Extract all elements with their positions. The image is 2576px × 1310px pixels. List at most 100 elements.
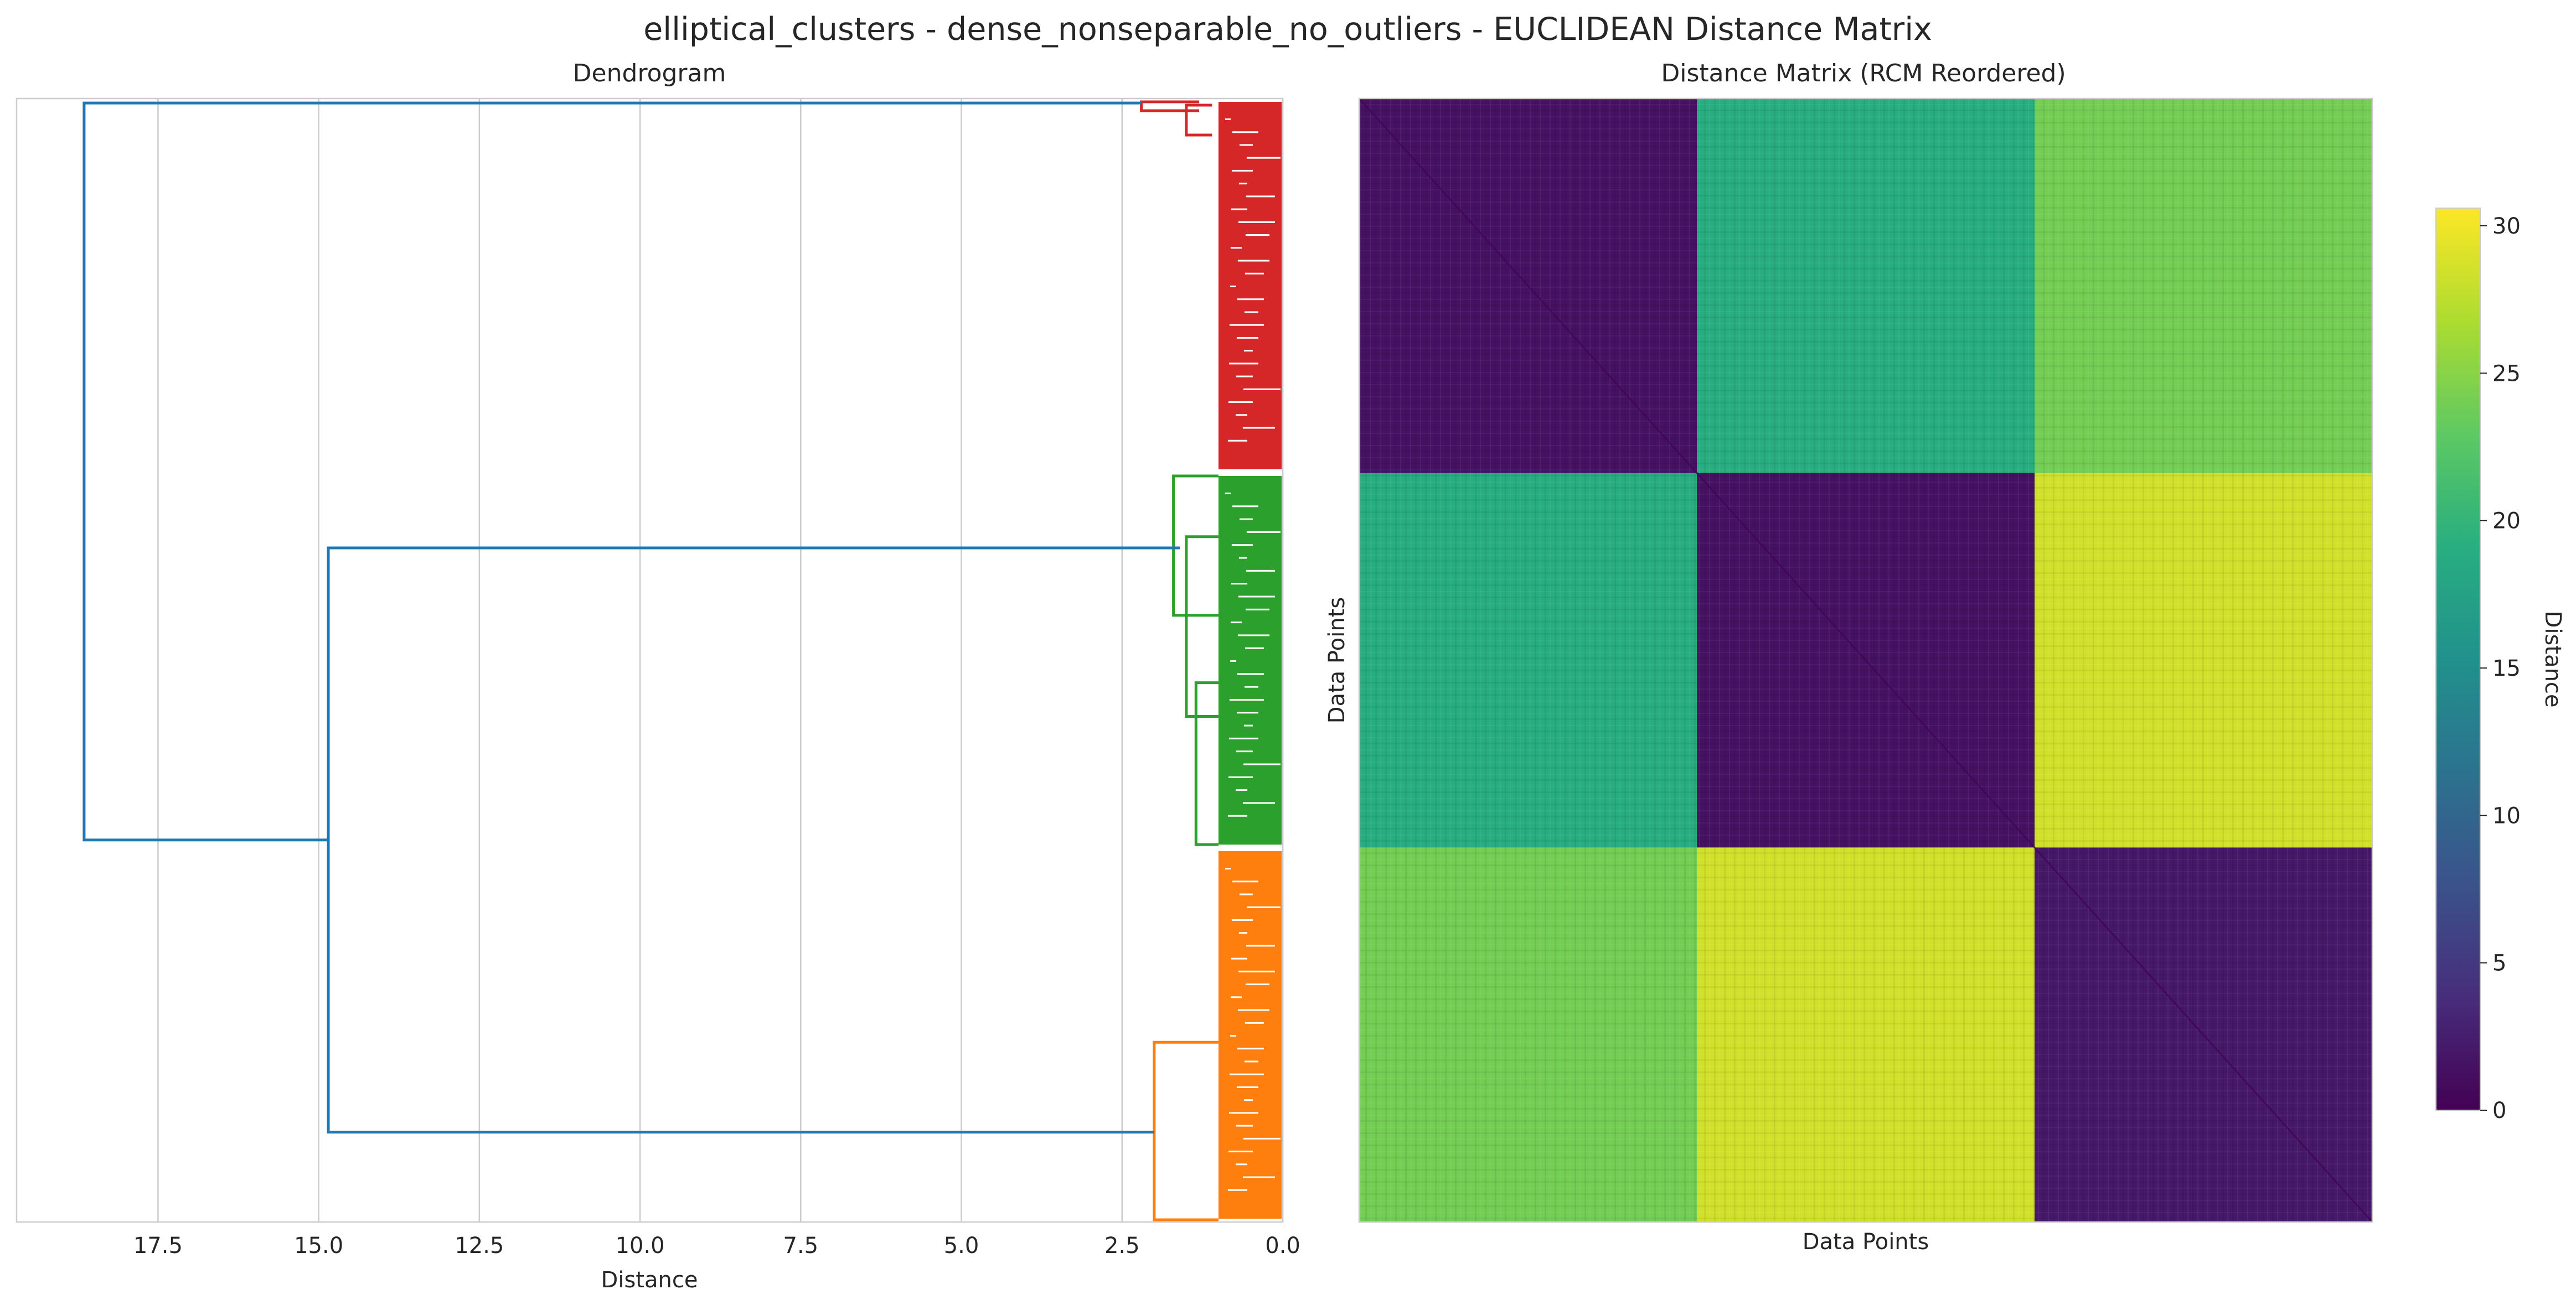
cluster-red-leaf-gap	[1237, 337, 1258, 339]
dendrogram-x-tick-label: 0.0	[1265, 1233, 1300, 1259]
cluster-red-leaf-gap	[1237, 298, 1264, 300]
cluster-red-leaf-gap	[1231, 247, 1242, 248]
cluster-orange-leaf-gap	[1246, 945, 1275, 946]
cluster-green-leaf-gap	[1232, 505, 1258, 507]
cluster-green-leaf-gap	[1236, 750, 1253, 752]
dendrogram-title: Dendrogram	[573, 59, 726, 87]
cluster-red-leaf-gap	[1236, 376, 1253, 377]
cluster-green-leaf-gap	[1244, 725, 1253, 727]
cluster-red-leaf-gap	[1244, 350, 1253, 351]
cluster-green-leaf-gap	[1246, 609, 1269, 610]
dendrogram-x-tick-label: 5.0	[944, 1233, 979, 1259]
cluster-red-leaf-gap	[1246, 234, 1269, 236]
cluster-red-leaf-gap	[1230, 324, 1264, 326]
colorbar-tick-label: 20	[2492, 509, 2521, 534]
cluster-red-leaf-gap	[1243, 389, 1281, 390]
colorbar-tick-label: 15	[2492, 656, 2521, 681]
cluster-green-leaf-gap	[1240, 519, 1253, 520]
heatmap-panel: Distance Matrix (RCM Reordered) Data Poi…	[1324, 59, 2373, 1255]
dendrogram-x-tick-label: 10.0	[616, 1233, 665, 1259]
cluster-orange-leaf-gap	[1236, 1125, 1253, 1127]
cluster-red-leaf-fan	[1219, 102, 1282, 469]
cluster-green-leaf-gap	[1231, 583, 1247, 584]
cluster-orange-leaf-fan	[1219, 851, 1282, 1219]
heatmap-title: Distance Matrix (RCM Reordered)	[1661, 59, 2066, 87]
cluster-red-leaf-gap	[1225, 118, 1231, 120]
figure-title: elliptical_clusters - dense_nonseparable…	[643, 11, 1932, 48]
cluster-orange-leaf-gap	[1225, 868, 1231, 869]
cluster-orange-leaf-gap	[1237, 1048, 1264, 1049]
cluster-orange-leaf-gap	[1237, 1086, 1258, 1088]
cluster-green-leaf-gap	[1243, 802, 1275, 804]
colorbar-label: Distance	[2540, 611, 2565, 708]
cluster-orange-leaf-gap	[1244, 1099, 1253, 1101]
cluster-orange-leaf-gap	[1246, 983, 1269, 985]
cluster-red-leaf-gap	[1245, 273, 1264, 275]
cluster-green-leaf-gap	[1247, 531, 1281, 533]
cluster-orange-leaf-gap	[1231, 958, 1247, 960]
cluster-orange-leaf-gap	[1228, 1151, 1253, 1152]
cluster-orange-leaf-gap	[1230, 1074, 1264, 1075]
link-root	[84, 103, 1142, 840]
cluster-red-leaf-gap	[1238, 221, 1275, 223]
dendrogram-x-tick-label: 2.5	[1104, 1233, 1140, 1259]
cluster-orange-leaf-gap	[1232, 881, 1258, 882]
cluster-green-leaf-gap	[1229, 738, 1258, 739]
cluster-green-leaf-gap	[1232, 544, 1253, 546]
link-green-orange	[328, 548, 1180, 1132]
cluster-red-leaf-gap	[1238, 260, 1269, 262]
cluster-red-leaf-gap	[1247, 157, 1281, 159]
cluster-green-leaf-gap	[1238, 634, 1269, 636]
cluster-red-leaf-gap	[1240, 144, 1253, 146]
cluster-green-link	[1196, 683, 1219, 845]
cluster-green-leaf-fan	[1219, 476, 1282, 845]
dendrogram-x-ticks: 17.5 15.0 12.5 10.0 7.5 5.0 2.5 0.0	[133, 1233, 1300, 1259]
colorbar: 051015202530 Distance	[2436, 208, 2565, 1123]
dendrogram-x-tick-label: 15.0	[294, 1233, 343, 1259]
cluster-red-leaf-gap	[1231, 209, 1247, 210]
cluster-green-link	[1186, 537, 1219, 717]
cluster-red-leaf-gap	[1229, 363, 1258, 364]
cluster-red-leaf-gap	[1246, 195, 1275, 197]
cluster-red-leaf-gap	[1236, 414, 1247, 416]
cluster-red-leaf-gap	[1230, 286, 1236, 287]
colorbar-ticks: 0 5 10 15 20 25 30	[2480, 214, 2521, 1123]
dendrogram-x-tick-label: 17.5	[133, 1233, 183, 1259]
cluster-green-leaf-gap	[1239, 557, 1247, 559]
cluster-green-leaf-gap	[1237, 712, 1258, 713]
cluster-red-leaf-gap	[1239, 183, 1247, 184]
cluster-green-leaf-gap	[1237, 673, 1264, 675]
cluster-green-leaf-gap	[1238, 596, 1275, 597]
colorbar-gradient	[2436, 208, 2480, 1110]
colorbar-tick-label: 0	[2492, 1098, 2506, 1123]
cluster-green-leaf-gap	[1228, 815, 1247, 817]
cluster-red-leaf-gap	[1228, 440, 1247, 442]
dendrogram-gridlines	[158, 99, 1283, 1222]
cluster-orange-leaf-gap	[1231, 996, 1242, 998]
cluster-green-link	[1174, 476, 1219, 615]
cluster-orange-leaf-gap	[1236, 1163, 1247, 1165]
cluster-green-leaf-gap	[1243, 763, 1281, 765]
cluster-green-leaf-gap	[1228, 776, 1253, 778]
dendrogram-links	[84, 102, 1219, 1220]
cluster-orange-leaf-gap	[1228, 1189, 1247, 1191]
heatmap-xlabel: Data Points	[1803, 1229, 1929, 1255]
cluster-green-leaf-gap	[1246, 570, 1275, 572]
cluster-orange-leaf-gap	[1232, 919, 1253, 921]
cluster-green-leaf-gap	[1225, 493, 1231, 494]
cluster-orange-leaf-gap	[1245, 1060, 1258, 1062]
dendrogram-frame	[17, 99, 1283, 1222]
cluster-orange-leaf-gap	[1247, 907, 1281, 908]
cluster-red-leaf-gap	[1243, 427, 1275, 429]
cluster-orange-leaf-gap	[1243, 1177, 1275, 1178]
cluster-orange-leaf-gap	[1230, 1035, 1236, 1037]
colorbar-tick-label: 25	[2492, 361, 2521, 386]
heatmap-ylabel: Data Points	[1324, 597, 1350, 723]
dendrogram-leaf-fans	[1219, 102, 1282, 1219]
cluster-green-leaf-gap	[1245, 686, 1258, 688]
dendrogram-xlabel: Distance	[601, 1267, 698, 1293]
dendrogram-x-tick-label: 12.5	[455, 1233, 504, 1259]
colorbar-tick-label: 10	[2492, 803, 2521, 829]
cluster-red-leaf-gap	[1232, 131, 1258, 133]
